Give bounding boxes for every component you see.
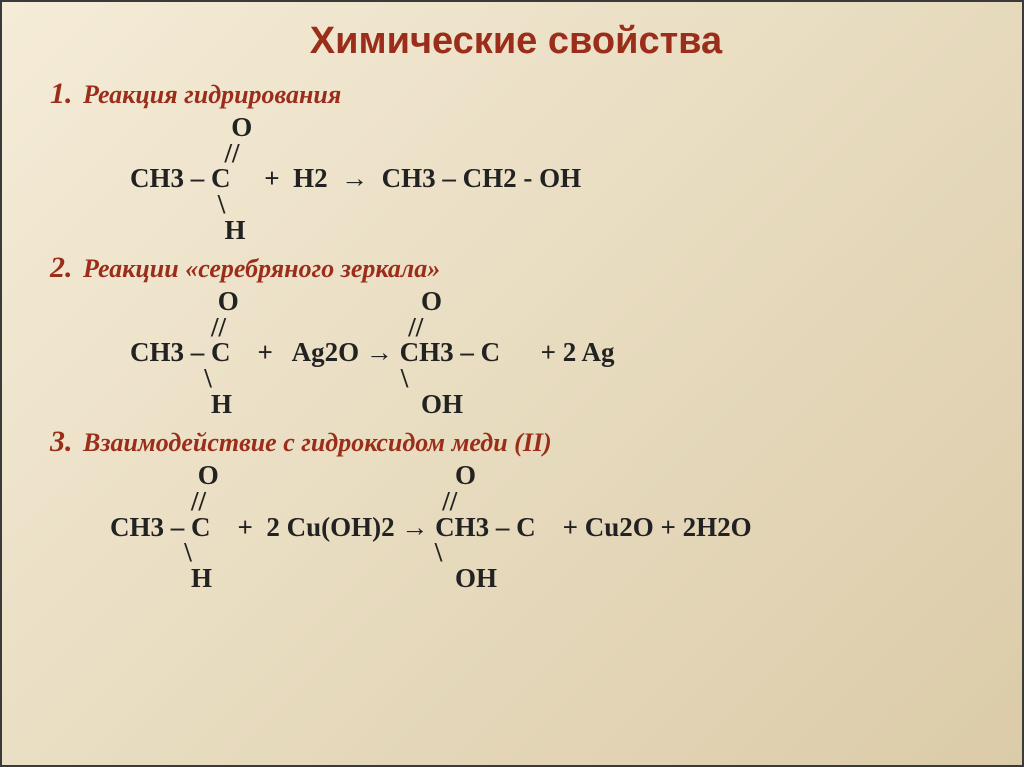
equation: O O // // CH3 – C + Ag2O → CH3 – C + 2 A… — [50, 289, 982, 417]
section-3: 3. Взаимодействие с гидроксидом меди (II… — [50, 425, 982, 591]
section-number: 1. — [50, 77, 73, 110]
section-heading: 1. Реакция гидрирования — [50, 77, 982, 111]
equation: O // CH3 – C + H2 → CH3 – CH2 - OH \ H — [50, 115, 982, 243]
section-number: 2. — [50, 251, 73, 284]
section-heading-text: Реакция гидрирования — [77, 80, 342, 109]
section-heading-text: Реакции «серебряного зеркала» — [77, 254, 441, 283]
page-title: Химические свойства — [50, 20, 982, 63]
section-heading-text: Взаимодействие с гидроксидом меди (II) — [77, 428, 552, 457]
section-number: 3. — [50, 425, 73, 458]
sections-container: 1. Реакция гидрирования O // CH3 – C + H… — [50, 77, 982, 592]
section-heading: 3. Взаимодействие с гидроксидом меди (II… — [50, 425, 982, 459]
equation: O O // // CH3 – C + 2 Cu(OH)2 → CH3 – C … — [50, 463, 982, 591]
section-1: 1. Реакция гидрирования O // CH3 – C + H… — [50, 77, 982, 243]
section-2: 2. Реакции «серебряного зеркала» O O // … — [50, 251, 982, 417]
section-heading: 2. Реакции «серебряного зеркала» — [50, 251, 982, 285]
